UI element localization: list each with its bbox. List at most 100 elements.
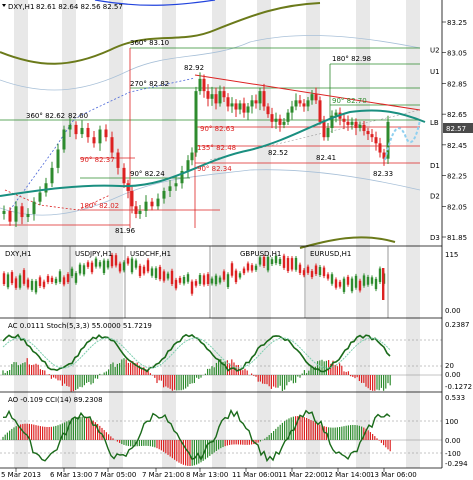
candle-body bbox=[194, 91, 198, 153]
candle-body bbox=[210, 94, 214, 99]
candle-body bbox=[386, 121, 390, 159]
candle-body bbox=[330, 115, 334, 128]
time-label: 8 Mar 13:00 bbox=[186, 471, 228, 479]
annotation-low-8233: 82.33 bbox=[373, 170, 393, 178]
price-tag-text: 82.57 bbox=[446, 125, 466, 133]
strength-body bbox=[162, 271, 166, 281]
ao-cci-panel[interactable]: AO -0.109 CCI(14) 89.2308 0.533 100 0.00… bbox=[0, 394, 468, 468]
level-name-label: LB bbox=[430, 119, 439, 127]
candle-body bbox=[130, 190, 134, 207]
session-band bbox=[257, 0, 271, 468]
strength-body bbox=[338, 281, 342, 287]
candle-body bbox=[290, 106, 294, 113]
price-label: 82.25 bbox=[447, 173, 467, 181]
candle-body bbox=[378, 143, 382, 153]
price-tag-box bbox=[443, 123, 473, 133]
strength-body bbox=[142, 266, 146, 274]
strength-body bbox=[258, 257, 262, 265]
time-label: 7 Mar 05:00 bbox=[94, 471, 136, 479]
session-band bbox=[62, 0, 76, 468]
candle-body bbox=[38, 192, 42, 202]
strength-body bbox=[346, 276, 350, 285]
annotation-135-8248: 135° 82.48 bbox=[197, 144, 236, 152]
strength-body bbox=[222, 271, 226, 280]
candle-body bbox=[294, 100, 298, 107]
strength-body bbox=[10, 272, 14, 284]
strength-body bbox=[310, 271, 314, 278]
strength-body bbox=[378, 268, 382, 283]
currency-label: DXY,H1 bbox=[5, 250, 31, 258]
candle-body bbox=[190, 152, 194, 161]
upper-band-curve bbox=[0, 2, 321, 65]
ac-scale-20: 20 bbox=[445, 362, 454, 370]
strength-body bbox=[26, 279, 30, 288]
candle-body bbox=[286, 112, 290, 122]
candle-body bbox=[8, 210, 12, 222]
candle-body bbox=[222, 91, 226, 98]
ac-stochastic-panel[interactable]: AC 0.0111 Stoch(5,3,3) 55.0000 51.7219 0… bbox=[0, 321, 472, 392]
symbol-label: DXY,H1 bbox=[8, 3, 34, 11]
candle-body bbox=[68, 124, 72, 130]
session-band bbox=[109, 0, 123, 468]
panel-collapse-icon[interactable] bbox=[2, 4, 6, 7]
candle-body bbox=[162, 190, 166, 199]
strength-body bbox=[278, 258, 282, 264]
strength-body bbox=[74, 273, 78, 283]
strength-body bbox=[54, 278, 58, 284]
candle-body bbox=[50, 167, 54, 184]
candle-body bbox=[314, 94, 318, 101]
ac-panel-title: AC 0.0111 Stoch(5,3,3) 55.0000 51.7219 bbox=[8, 322, 152, 330]
currency-strength-panel[interactable]: DXY,H1 USDJPY,H1 USDCHF,H1 GBPUSD,H1 EURUSD,… bbox=[2, 246, 461, 318]
strength-body bbox=[190, 281, 194, 294]
main-price-panel[interactable]: 83.25 83.05 82.85 82.65 82.45 82.25 82.05 81.85… bbox=[0, 0, 473, 249]
strength-body bbox=[374, 278, 378, 290]
strength-body bbox=[334, 279, 338, 288]
strength-body bbox=[322, 267, 326, 277]
candle-body bbox=[346, 121, 350, 125]
price-label: 81.85 bbox=[447, 234, 467, 242]
strength-body bbox=[118, 263, 122, 272]
candle-body bbox=[302, 103, 306, 107]
annotation-peak-8292: 82.92 bbox=[184, 64, 204, 72]
session-band bbox=[406, 0, 420, 468]
candle-body bbox=[150, 201, 154, 207]
candle-body bbox=[370, 134, 374, 138]
strength-body bbox=[150, 268, 154, 276]
ohlc-values: 82.61 82.64 82.56 82.57 bbox=[36, 3, 123, 11]
strength-body bbox=[122, 262, 126, 271]
ac-scale-bottom: -0.1272 bbox=[445, 383, 472, 391]
candle-body bbox=[226, 97, 230, 107]
strength-body bbox=[66, 274, 70, 283]
currency-separators bbox=[69, 246, 389, 318]
strength-body bbox=[134, 260, 138, 268]
strength-body bbox=[226, 274, 230, 287]
strength-body bbox=[262, 257, 266, 266]
ac-scale-top: 0.2387 bbox=[445, 321, 470, 329]
annotation-180-8202: 180° 82.02 bbox=[80, 202, 119, 210]
price-label: 83.05 bbox=[447, 50, 467, 58]
price-candles[interactable] bbox=[2, 72, 390, 228]
session-band bbox=[14, 0, 28, 468]
strength-body bbox=[130, 258, 134, 273]
strength-body bbox=[34, 281, 38, 293]
strength-body bbox=[70, 268, 74, 277]
level-name-label: U2 bbox=[430, 47, 440, 55]
strength-body bbox=[138, 265, 142, 276]
strength-body bbox=[42, 281, 46, 288]
down-swing-path bbox=[4, 189, 111, 211]
strength-body bbox=[330, 274, 334, 284]
strength-body bbox=[314, 265, 318, 275]
strength-scale-bottom: 0.00 bbox=[445, 307, 461, 315]
time-label: 6 Mar 13:00 bbox=[50, 471, 92, 479]
strength-body bbox=[106, 260, 110, 268]
time-label: 5 Mar 2013 bbox=[1, 471, 41, 479]
candle-body bbox=[322, 121, 326, 138]
candle-body bbox=[274, 118, 278, 122]
annotation-peak-8260: 82.60 bbox=[68, 112, 88, 120]
teal-trend-line bbox=[0, 109, 426, 197]
lower-thin-band bbox=[0, 169, 421, 216]
strength-body bbox=[290, 258, 294, 270]
level-name-labels: U2 U1 LB D1 D2 D3 bbox=[430, 47, 440, 242]
annotation-90-8263: 90° 82.63 bbox=[200, 125, 235, 133]
